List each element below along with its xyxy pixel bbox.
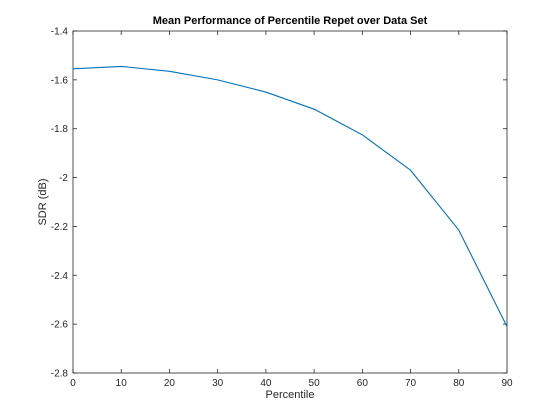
y-tick-label: -1.4 <box>51 27 69 38</box>
chart-title: Mean Performance of Percentile Repet ove… <box>153 15 428 27</box>
y-tick-label: -1.8 <box>51 124 69 135</box>
y-tick-label: -2.4 <box>51 271 69 282</box>
x-tick-label: 0 <box>70 378 76 389</box>
x-tick-label: 10 <box>116 378 128 389</box>
y-tick-label: -2 <box>59 173 68 184</box>
y-tick-label: -2.6 <box>51 320 69 331</box>
x-tick-label: 70 <box>405 378 417 389</box>
y-tick-label: -1.6 <box>51 75 69 86</box>
x-tick-label: 20 <box>164 378 176 389</box>
y-tick-label: -2.2 <box>51 222 69 233</box>
plot-area <box>72 30 508 374</box>
series-layer <box>72 65 508 327</box>
x-tick-label: 60 <box>357 378 369 389</box>
y-axis-label: SDR (dB) <box>37 178 49 225</box>
x-tick-label: 90 <box>501 378 513 389</box>
x-ticks: 0 10 20 30 40 50 60 70 80 90 <box>70 31 513 389</box>
y-tick-label: -2.8 <box>51 369 69 380</box>
x-tick-label: 30 <box>212 378 224 389</box>
series-line <box>72 65 508 327</box>
x-tick-label: 50 <box>309 378 321 389</box>
x-axis-label: Percentile <box>266 389 315 401</box>
x-tick-label: 40 <box>260 378 272 389</box>
y-ticks: -2.8 -2.6 -2.4 -2.2 -2 -1.8 -1.6 -1.4 <box>51 27 507 380</box>
x-tick-label: 80 <box>453 378 465 389</box>
